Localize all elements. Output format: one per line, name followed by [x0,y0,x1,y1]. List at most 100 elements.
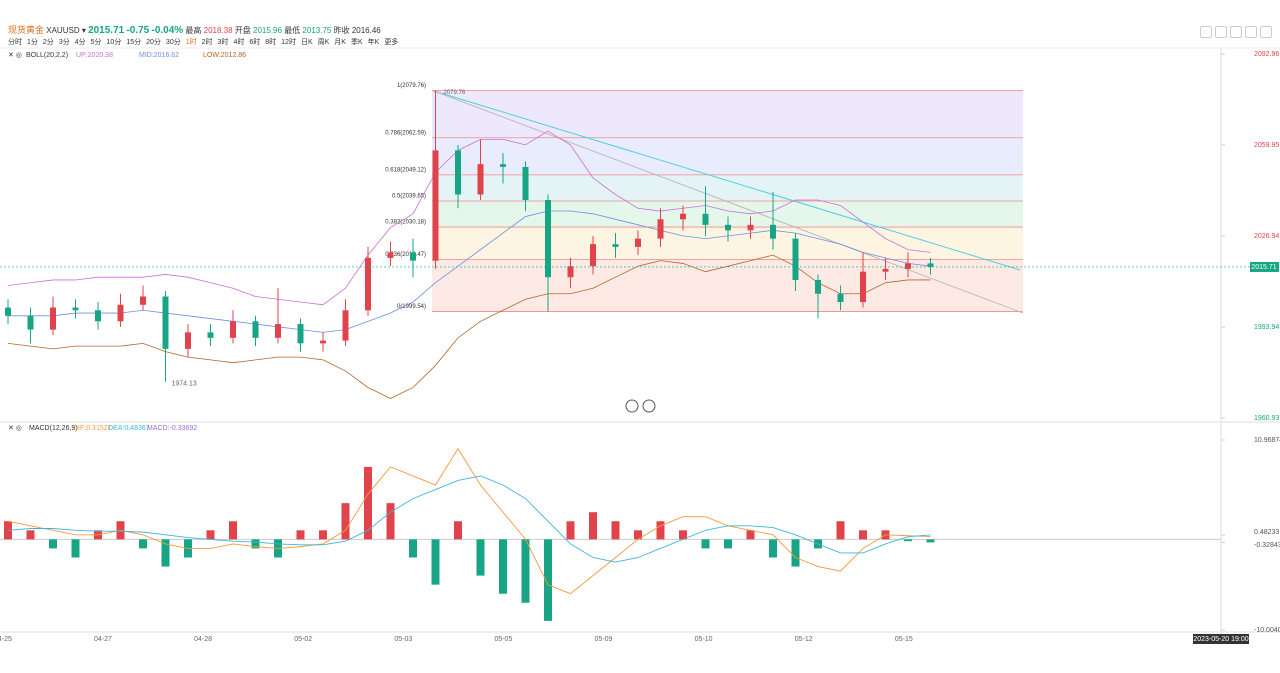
candle-body [455,150,461,195]
symbol[interactable]: XAUUSD [46,26,80,35]
candle-body [275,324,281,338]
candle-body [207,332,214,338]
candle-body [702,213,709,225]
fib-label: 0.5(2039.65) [392,194,426,200]
value: 2015.96 [253,26,282,35]
timeframe[interactable]: 15分 [126,39,142,46]
fib-label: 0.236(2018.47) [385,252,426,258]
dif-line [7,447,931,595]
timeframe[interactable]: 2时 [201,39,213,46]
macd-bar [251,539,260,549]
value: 2013.75 [302,26,332,35]
macd-bar [566,521,575,540]
timeframe[interactable]: 月K [334,39,346,46]
timeframe[interactable]: 8时 [265,39,277,46]
candle-body [320,340,326,344]
macd-bar [746,530,755,540]
candle-body [117,304,124,322]
macd-bar [634,530,642,540]
legend-dea: DEA:0.48367 [108,425,150,432]
candle-body [162,296,169,349]
fib-label: 1(2079.76) [397,83,426,89]
header: 现货黄金 XAUUSD ▾ 2015.71 -0.75 -0.04% 最高 20… [8,25,381,36]
price: 2015.71 [88,25,125,36]
value: 2016.46 [351,26,381,35]
timeframes: 分时 1分 2分 3分 4分 5分 10分 15分 20分 30分 1时 2时 3时 4时 6时 8时 12时日… [8,37,403,47]
candle-body [50,307,56,330]
timeframe[interactable]: 季K [350,39,363,46]
indicator: BOLL(20,2,2) [26,52,68,59]
button[interactable] [1230,26,1242,38]
candle-body [815,279,821,294]
macd-bar [319,530,327,540]
timeframe[interactable]: 3分 [58,39,70,46]
x-tick-label: 05-15 [895,636,913,643]
boll-line [7,254,931,399]
timeframe[interactable]: 6时 [249,39,261,46]
dea-line [7,475,931,563]
macd-bar [904,539,912,542]
timeframe[interactable]: 3时 [217,39,229,46]
x-tick-label: 04-25 [0,636,12,643]
legend-low: LOW:2012.86 [203,52,246,59]
candle-body [837,293,844,303]
candle-body [567,266,574,278]
candle-body [365,257,371,311]
trend-line [431,89,1024,314]
timeframe[interactable]: 2分 [42,39,54,46]
timeframe[interactable]: 4时 [233,39,245,46]
button[interactable] [1200,26,1212,38]
y-tick-label: 2092.96 [1254,51,1279,58]
prev-button[interactable] [625,399,639,413]
y-tick-label: 10.96874 [1254,437,1280,444]
timeframe[interactable]: 20分 [146,39,161,46]
x-tick-label: 05-03 [394,636,412,643]
toolbar [1197,25,1272,43]
timeframe[interactable]: 年K [367,39,380,46]
timeframe[interactable]: 更多 [384,39,399,46]
fib-label: 0.786(2062.59) [385,130,426,136]
y-tick-label: 2059.95 [1254,142,1279,149]
timeframe[interactable]: 周K [317,39,330,46]
macd-bar [859,530,867,540]
timeframe[interactable]: 10分 [106,39,122,46]
x-tick-label: 05-05 [494,636,512,643]
y-tick-label: 0.48233 [1254,529,1279,536]
macd-bar [71,539,80,558]
crosshair-badge [1193,634,1249,644]
candle-body [297,324,304,344]
close-icon[interactable]: ✕ ◎ [8,425,22,432]
timeframe[interactable]: 日K [300,39,313,46]
candle-body [770,224,776,239]
candle-body [27,315,34,330]
timeframe[interactable]: 分时 [8,39,22,46]
fib-band [432,90,1023,138]
timeframe[interactable]: 4分 [74,39,86,46]
button[interactable] [1260,26,1272,38]
next-button[interactable] [642,399,656,413]
macd-bar [364,466,372,540]
fib-label: 0.618(2049.12) [385,167,426,173]
candle-body [590,244,596,267]
button[interactable] [1245,26,1257,38]
macd-bar [49,539,57,549]
symbol-name[interactable]: 现货黄金 [8,25,45,35]
macd-bar [341,503,350,540]
legend-mid: MID:2016.62 [139,52,179,59]
timeframe[interactable]: 12时 [281,39,296,46]
macd-bar [499,539,507,594]
close-icon[interactable]: ✕ ◎ [8,52,22,59]
change-pct: -0.04% [151,25,184,36]
boll-line [7,130,931,306]
timeframe[interactable]: 5分 [90,39,102,46]
timeframe[interactable]: 30分 [165,39,181,46]
timeframe[interactable]: 1分 [27,39,38,46]
macd-bar [656,521,665,540]
macd-bar [679,530,687,540]
macd-bar [476,539,485,576]
button[interactable] [1215,26,1227,38]
timeframe[interactable]: 1时 [185,39,197,46]
candle-body [252,321,259,338]
candle-body [140,296,146,305]
candle-body [905,263,911,269]
